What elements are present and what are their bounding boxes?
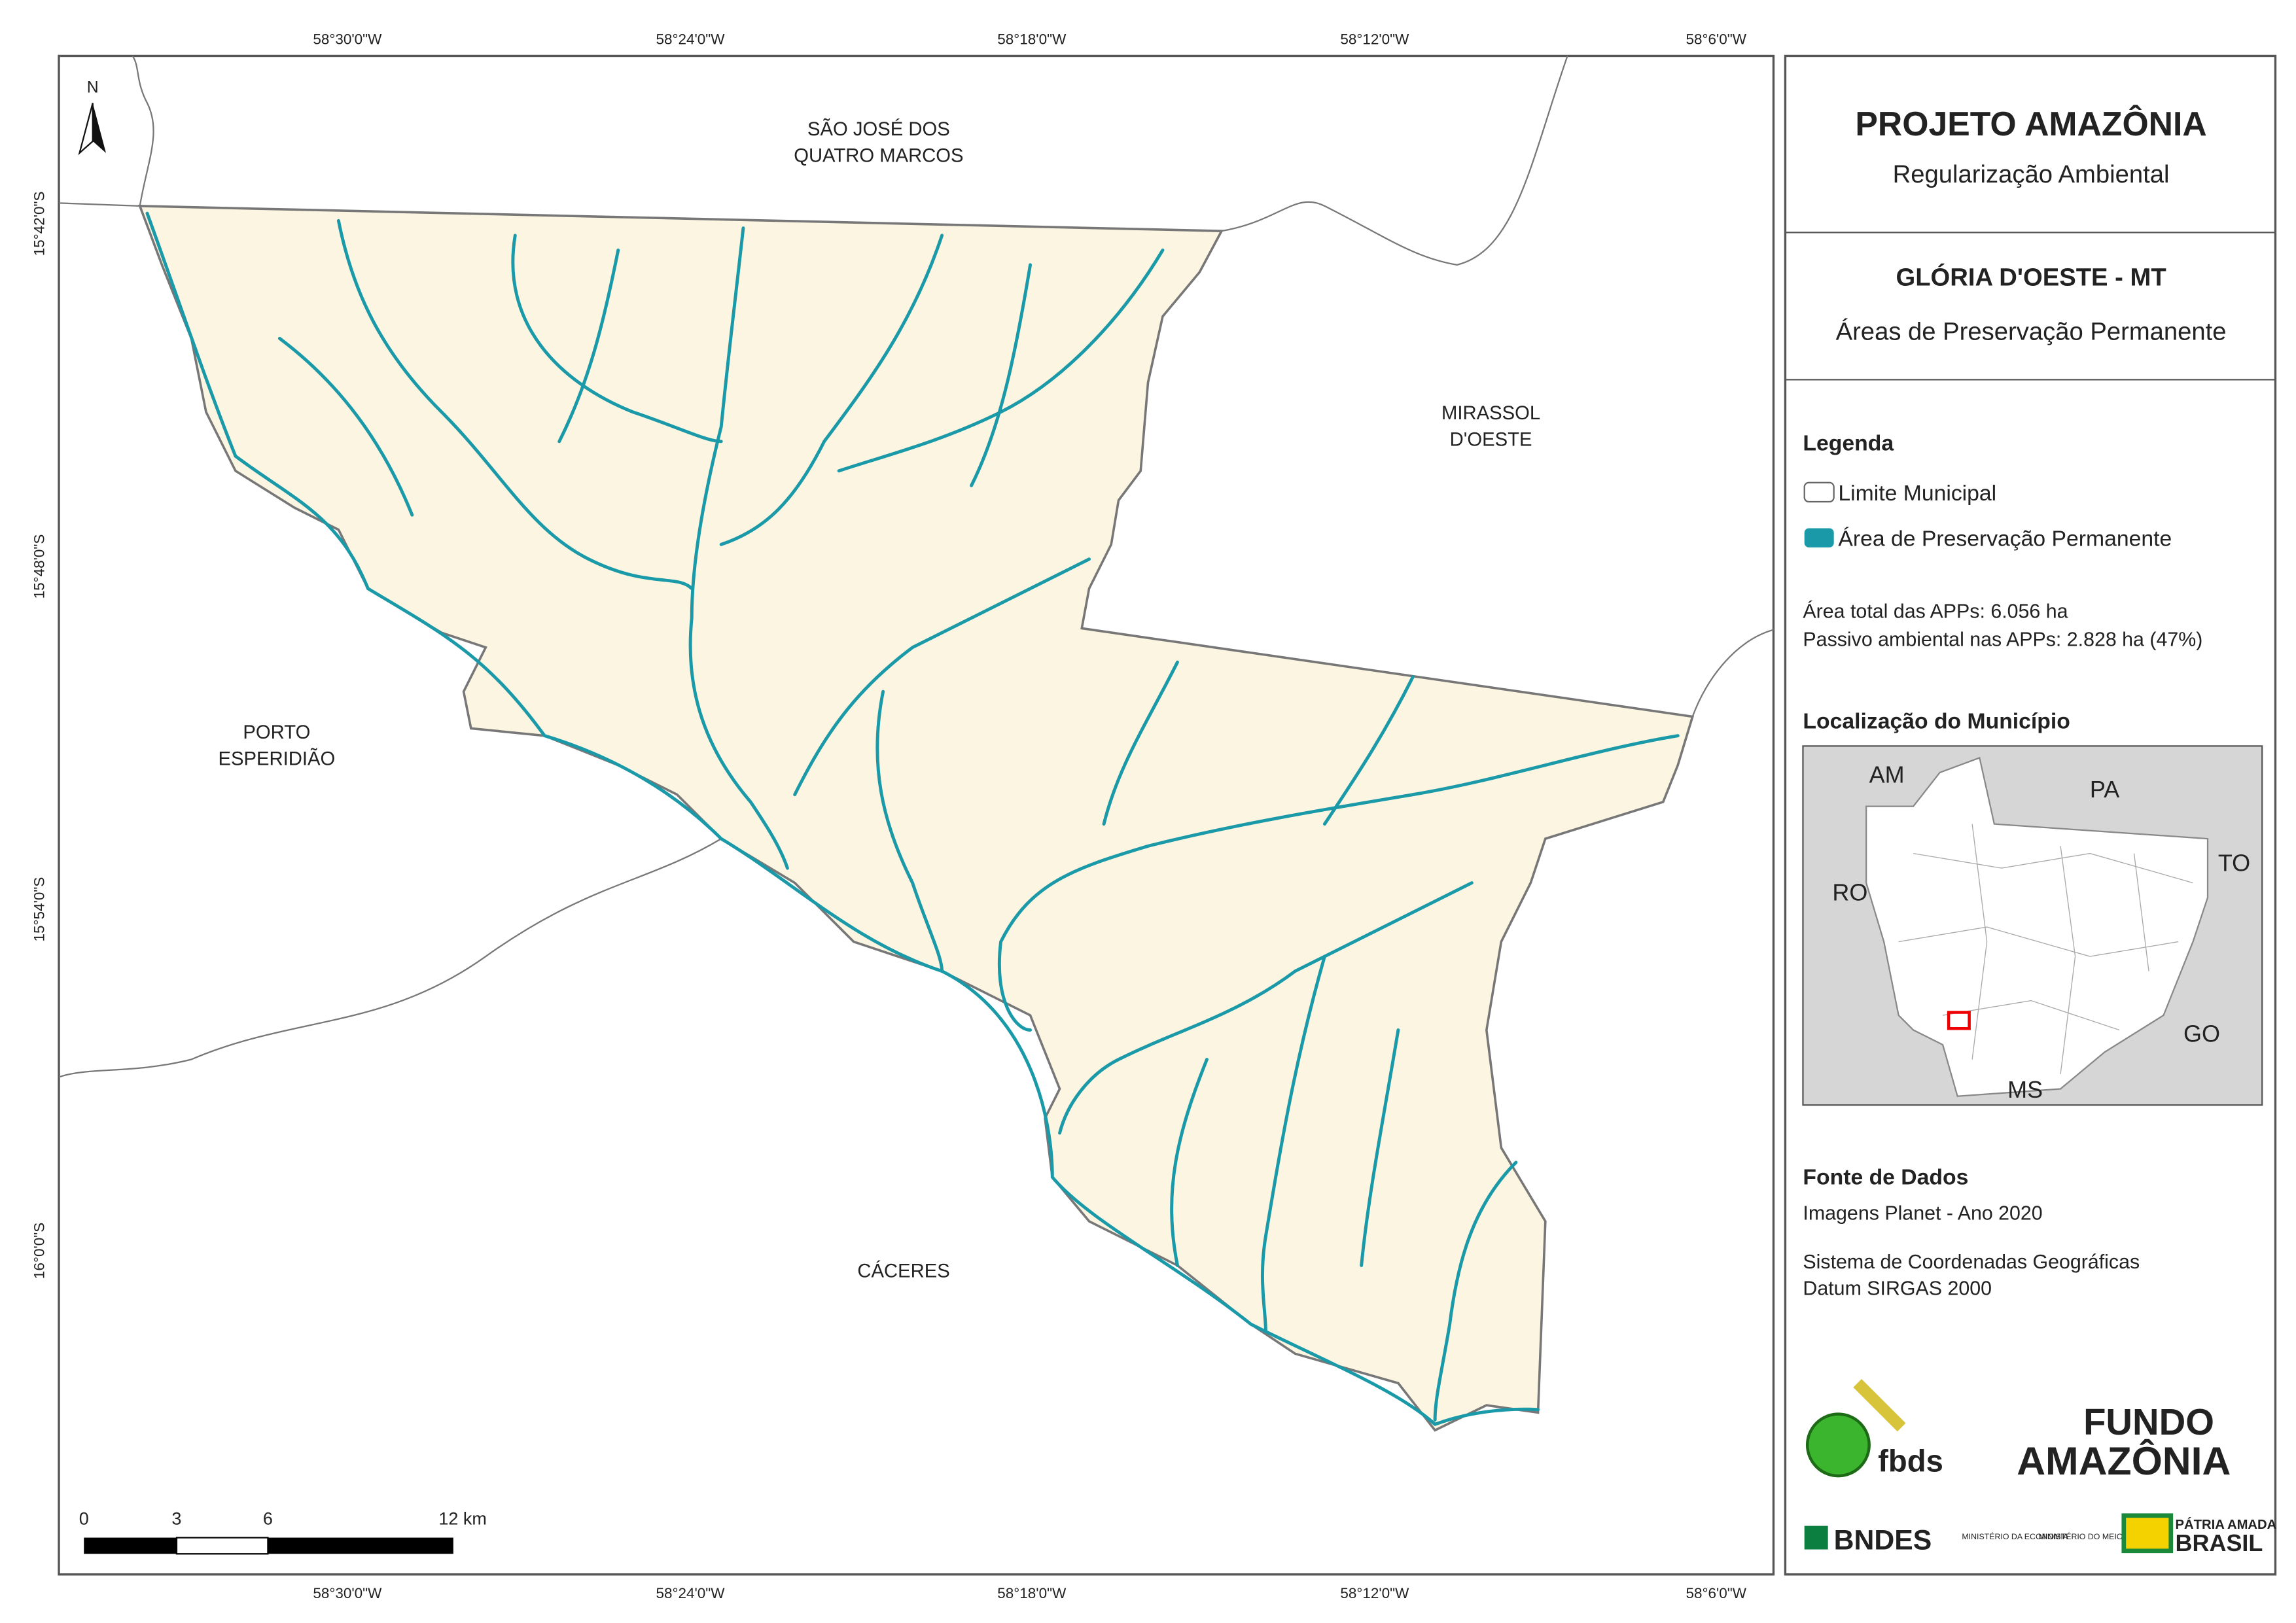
legend-item: Limite Municipal (1838, 481, 1996, 506)
neighbor-name: SÃO JOSÉ DOS (807, 118, 950, 140)
legend-swatch (1804, 528, 1834, 548)
river (997, 734, 1680, 1032)
bndes-mark (1804, 1526, 1828, 1550)
north-label: N (87, 79, 99, 97)
river (1260, 954, 1326, 1334)
river (511, 234, 723, 444)
lon-label: 58°12'0"W (1340, 31, 1409, 47)
lon-label: 58°30'0"W (313, 1585, 382, 1601)
legend-item: Área de Preservação Permanente (1838, 526, 2172, 551)
border (1691, 629, 1774, 717)
lat-label: 16°0'0"S (31, 1223, 48, 1279)
stat-line: Área total das APPs: 6.056 ha (1803, 601, 2068, 623)
scale-segment (84, 1537, 177, 1554)
inset-municipalities (1898, 824, 2193, 1075)
app-rivers (145, 211, 1680, 1426)
lon-label: 58°6'0"W (1686, 1585, 1746, 1601)
neighbor-name: QUATRO MARCOS (794, 145, 963, 166)
river (719, 234, 944, 546)
ministry-text: MINISTÉRIO DA ECONOMIA (1962, 1531, 2069, 1541)
fundo-text: FUNDO (2083, 1401, 2214, 1442)
river (1102, 660, 1179, 826)
lat-label: 15°42'0"S (31, 191, 48, 256)
lon-label: 58°30'0"W (313, 31, 382, 47)
neighbor-names: SÃO JOSÉ DOS QUATRO MARCOS MIRASSOL D'OE… (219, 118, 1541, 1282)
patria-text: PÁTRIA AMADA (2176, 1517, 2277, 1532)
lon-label: 58°18'0"W (997, 31, 1067, 47)
state-label: GO (2183, 1021, 2220, 1047)
arrow-right (92, 103, 106, 153)
location-marker (1947, 1011, 1971, 1030)
state-label: MS (2007, 1076, 2043, 1103)
lat-label: 15°54'0"S (31, 877, 48, 942)
inset-lines (1898, 824, 2193, 1075)
state-label: RO (1832, 879, 1867, 906)
border (58, 838, 722, 1078)
source-line: Datum SIRGAS 2000 (1803, 1278, 1992, 1299)
lon-label: 58°6'0"W (1686, 31, 1746, 47)
neighbor-name: PORTO (243, 722, 310, 743)
border (58, 202, 140, 207)
scale-label: 12 km (438, 1509, 486, 1528)
river (277, 336, 414, 517)
lon-label: 58°18'0"W (997, 1585, 1067, 1601)
state-label: PA (2090, 776, 2119, 803)
river (1170, 1058, 1209, 1267)
border (1221, 56, 1568, 266)
lon-label: 58°24'0"W (656, 31, 725, 47)
scale-segment (268, 1537, 453, 1554)
state-label: AM (1869, 761, 1905, 788)
north-arrow: N (78, 79, 106, 156)
fbds-globe (1805, 1412, 1871, 1478)
lon-label: 58°12'0"W (1340, 1585, 1409, 1601)
river (1322, 675, 1415, 826)
fbds-bar (1853, 1378, 1906, 1432)
bndes-text: BNDES (1834, 1525, 1932, 1556)
river (688, 226, 789, 870)
sources-title: Fonte de Dados (1803, 1165, 1968, 1190)
amazonia-text: AMAZÔNIA (2017, 1439, 2231, 1483)
source-line: Sistema de Coordenadas Geográficas (1803, 1251, 2140, 1273)
municipality-title: GLÓRIA D'OESTE - MT (1896, 262, 2166, 291)
panel-title: PROJETO AMAZÔNIA (1855, 105, 2206, 143)
stat-line: Passivo ambiental nas APPs: 2.828 ha (47… (1803, 629, 2202, 650)
brasil-text: BRASIL (2176, 1529, 2263, 1556)
scale-label: 3 (171, 1509, 181, 1528)
scale-bar: 0 3 6 12 km (79, 1509, 487, 1555)
river (336, 218, 694, 591)
river (793, 557, 1091, 797)
brasil-flag (2121, 1513, 2174, 1554)
theme-title: Áreas de Preservação Permanente (1836, 318, 2227, 346)
scale-segment (175, 1537, 269, 1555)
river (557, 248, 620, 444)
source-line: Imagens Planet - Ano 2020 (1803, 1203, 2042, 1225)
scale-label: 6 (263, 1509, 273, 1528)
neighbor-name: CÁCERES (857, 1260, 949, 1282)
coordinate-labels: 58°30'0"W 58°24'0"W 58°18'0"W 58°12'0"W … (31, 31, 1747, 1601)
river (875, 689, 944, 973)
scale-label: 0 (79, 1509, 89, 1528)
fbds-text: fbds (1878, 1444, 1943, 1478)
neighbor-name: D'OESTE (1450, 430, 1532, 451)
legend-title: Legenda (1803, 430, 1894, 455)
legend-swatch (1803, 481, 1835, 503)
location-title: Localização do Município (1803, 708, 2070, 733)
logos: fbds FUNDO AMAZÔNIA BNDES MINISTÉRIO DA … (1804, 1378, 2277, 1556)
state-label: TO (2218, 850, 2250, 877)
panel-subtitle: Regularização Ambiental (1893, 160, 2170, 188)
neighbor-name: MIRASSOL (1441, 403, 1540, 424)
river (1433, 1161, 1518, 1422)
river (970, 263, 1033, 487)
inset-map: AM PA TO RO GO MS (1802, 745, 2263, 1106)
river (1058, 881, 1474, 1135)
river (1360, 1028, 1400, 1267)
border (132, 55, 154, 207)
river (145, 211, 1540, 1426)
neighbor-borders (58, 55, 1774, 1078)
lat-label: 15°48'0"S (31, 534, 48, 599)
neighbor-name: ESPERIDIÃO (219, 748, 336, 770)
lon-label: 58°24'0"W (656, 1585, 725, 1601)
